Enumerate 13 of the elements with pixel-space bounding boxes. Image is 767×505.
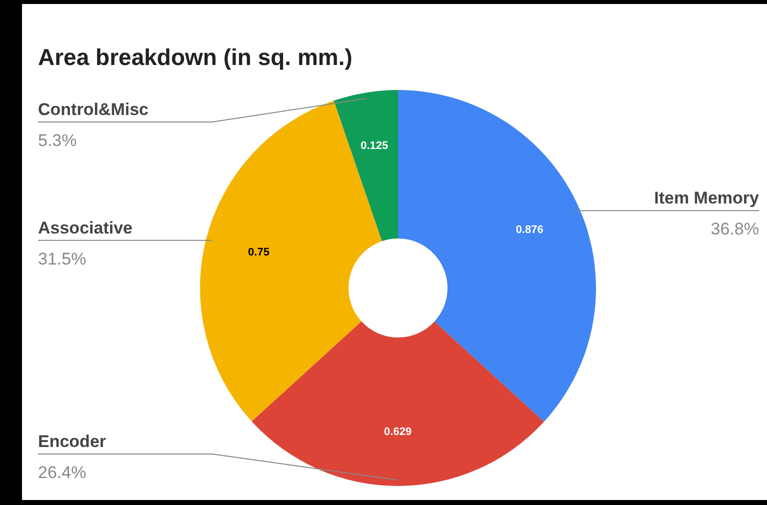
slice-label: Encoder (38, 432, 106, 451)
text: 26.4% (38, 463, 86, 482)
slice-label: Item Memory (654, 188, 760, 208)
slice-label: Control&Misc (38, 100, 148, 119)
slice-label: Associative (38, 218, 132, 238)
text: 5.3% (38, 131, 77, 150)
chart-title: Area breakdown (in sq. mm.) (38, 44, 352, 71)
data-label: 0.75 (248, 246, 270, 258)
text: 31.5% (38, 249, 86, 268)
text: 36.8% (710, 220, 759, 239)
data-label: 0.876 (516, 224, 544, 236)
data-label: 0.629 (384, 426, 412, 438)
data-label: 0.125 (360, 140, 388, 152)
